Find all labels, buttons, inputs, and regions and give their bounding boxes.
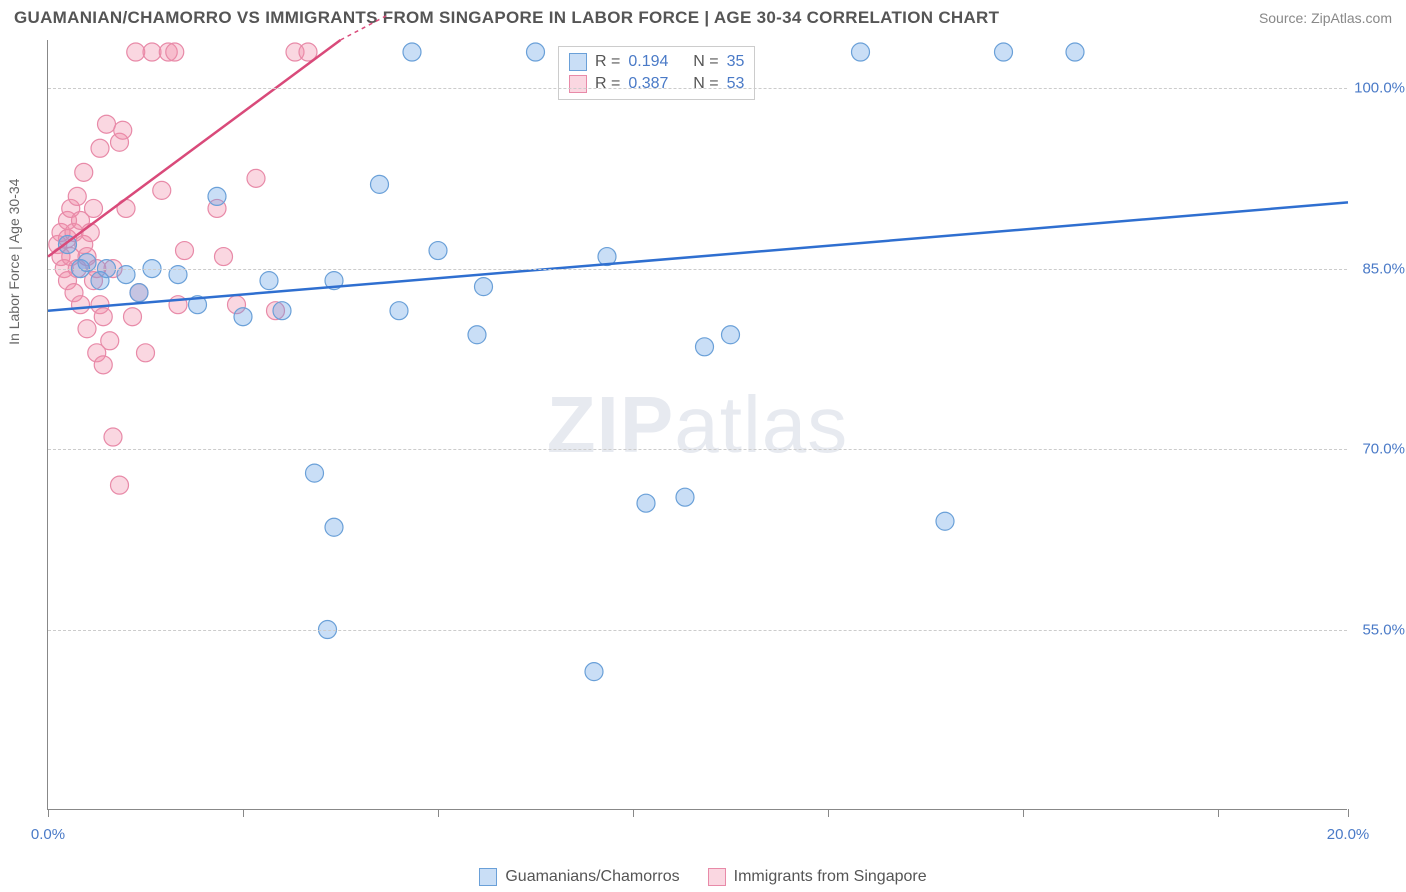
x-tick <box>828 809 829 817</box>
data-point <box>85 199 103 217</box>
gridline <box>48 630 1347 631</box>
data-point <box>75 163 93 181</box>
legend-row-blue: R = 0.194 N = 35 <box>569 51 744 73</box>
data-point <box>153 181 171 199</box>
data-point <box>78 320 96 338</box>
y-tick-label: 100.0% <box>1351 80 1405 97</box>
y-tick-label: 85.0% <box>1351 260 1405 277</box>
gridline <box>48 88 1347 89</box>
gridline <box>48 449 1347 450</box>
x-tick-label: 20.0% <box>1327 826 1370 843</box>
data-point <box>429 242 447 260</box>
data-point <box>72 296 90 314</box>
data-point <box>143 43 161 61</box>
y-axis-label: In Labor Force | Age 30-34 <box>6 179 22 345</box>
data-point <box>101 332 119 350</box>
data-point <box>637 494 655 512</box>
legend-correlation: R = 0.194 N = 35 R = 0.387 N = 53 <box>558 46 755 100</box>
plot-svg <box>48 40 1347 809</box>
data-point <box>676 488 694 506</box>
x-tick <box>438 809 439 817</box>
legend-item-guamanians: Guamanians/Chamorros <box>479 868 679 886</box>
data-point <box>247 169 265 187</box>
swatch-pink-icon <box>708 868 726 886</box>
data-point <box>215 248 233 266</box>
data-point <box>208 187 226 205</box>
data-point <box>852 43 870 61</box>
data-point <box>94 308 112 326</box>
data-point <box>124 308 142 326</box>
data-point <box>371 175 389 193</box>
data-point <box>130 284 148 302</box>
x-tick <box>243 809 244 817</box>
data-point <box>468 326 486 344</box>
data-point <box>306 464 324 482</box>
data-point <box>166 43 184 61</box>
swatch-blue-icon <box>479 868 497 886</box>
x-tick <box>1218 809 1219 817</box>
swatch-pink-icon <box>569 75 587 93</box>
gridline <box>48 269 1347 270</box>
data-point <box>176 242 194 260</box>
data-point <box>696 338 714 356</box>
data-point <box>104 428 122 446</box>
data-point <box>260 272 278 290</box>
x-tick-label: 0.0% <box>31 826 65 843</box>
data-point <box>91 139 109 157</box>
x-tick <box>48 809 49 817</box>
data-point <box>137 344 155 362</box>
data-point <box>94 356 112 374</box>
data-point <box>111 476 129 494</box>
data-point <box>325 518 343 536</box>
data-point <box>68 187 86 205</box>
legend-item-singapore: Immigrants from Singapore <box>708 868 927 886</box>
data-point <box>114 121 132 139</box>
data-point <box>936 512 954 530</box>
y-tick-label: 55.0% <box>1351 621 1405 638</box>
data-point <box>98 115 116 133</box>
x-tick <box>1348 809 1349 817</box>
data-point <box>273 302 291 320</box>
legend-series: Guamanians/Chamorros Immigrants from Sin… <box>0 868 1406 886</box>
y-tick-label: 70.0% <box>1351 441 1405 458</box>
data-point <box>234 308 252 326</box>
data-point <box>475 278 493 296</box>
data-point <box>1066 43 1084 61</box>
legend-row-pink: R = 0.387 N = 53 <box>569 73 744 95</box>
data-point <box>403 43 421 61</box>
data-point <box>995 43 1013 61</box>
data-point <box>527 43 545 61</box>
x-tick <box>633 809 634 817</box>
chart-title: GUAMANIAN/CHAMORRO VS IMMIGRANTS FROM SI… <box>14 8 999 28</box>
data-point <box>585 663 603 681</box>
scatter-chart: ZIPatlas R = 0.194 N = 35 R = 0.387 N = … <box>47 40 1347 810</box>
swatch-blue-icon <box>569 53 587 71</box>
x-tick <box>1023 809 1024 817</box>
source-label: Source: ZipAtlas.com <box>1259 10 1392 26</box>
data-point <box>722 326 740 344</box>
data-point <box>127 43 145 61</box>
trendline <box>48 202 1348 310</box>
data-point <box>390 302 408 320</box>
